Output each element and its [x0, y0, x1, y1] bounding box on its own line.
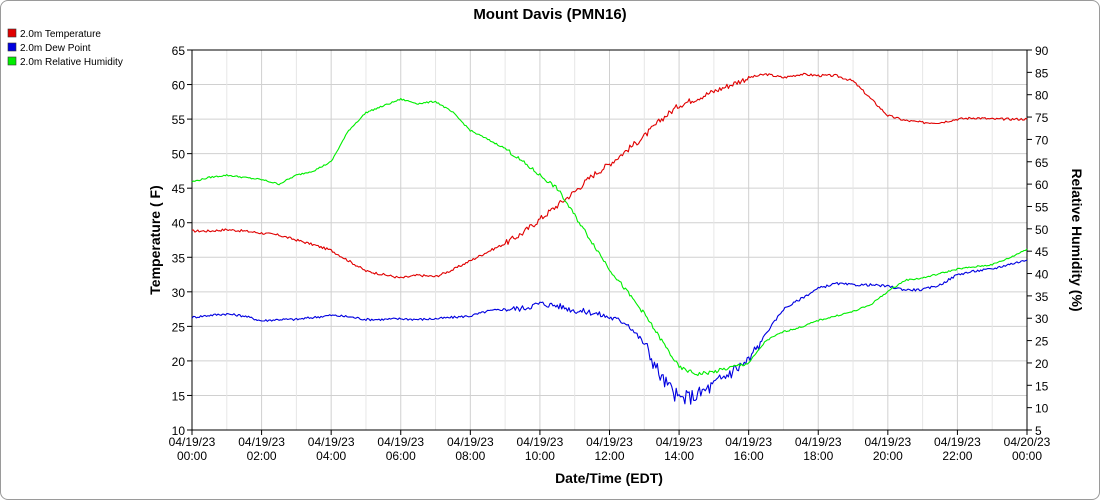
x-tick-date: 04/19/23	[238, 435, 285, 449]
x-tick-time: 10:00	[525, 449, 555, 463]
x-tick-date: 04/19/23	[517, 435, 564, 449]
x-tick-time: 22:00	[942, 449, 972, 463]
x-tick-date: 04/19/23	[377, 435, 424, 449]
right-tick-label: 90	[1035, 44, 1049, 58]
right-tick-label: 80	[1035, 89, 1049, 103]
x-tick-time: 14:00	[664, 449, 694, 463]
legend: 2.0m Temperature 2.0m Dew Point 2.0m Relat…	[7, 28, 123, 68]
right-tick-label: 55	[1035, 200, 1049, 214]
x-tick-time: 18:00	[803, 449, 833, 463]
right-tick-label: 40	[1035, 268, 1049, 282]
x-tick-time: 00:00	[1012, 449, 1042, 463]
right-tick-label: 75	[1035, 111, 1049, 125]
legend-swatch	[7, 56, 17, 66]
x-tick-date: 04/19/23	[934, 435, 981, 449]
x-tick-time: 06:00	[386, 449, 416, 463]
series-lines	[191, 72, 1028, 405]
legend-swatch	[7, 28, 17, 38]
left-tick-label: 40	[172, 217, 186, 231]
left-tick-label: 55	[172, 113, 186, 127]
right-tick-label: 70	[1035, 133, 1049, 147]
x-tick-date: 04/20/23	[1004, 435, 1051, 449]
x-tick-date: 04/19/23	[586, 435, 633, 449]
series-line-1	[191, 72, 1028, 279]
left-tick-label: 65	[172, 44, 186, 58]
right-tick-label: 85	[1035, 66, 1049, 80]
x-tick-time: 04:00	[316, 449, 346, 463]
left-tick-label: 15	[172, 389, 186, 403]
right-y-axis-ticks: 5 10 15 20 25 30 35 40 45 50 55 60 65 70 75 80 85 90	[1027, 44, 1049, 438]
legend-swatch	[7, 42, 17, 52]
left-tick-label: 25	[172, 320, 186, 334]
right-tick-label: 60	[1035, 178, 1049, 192]
right-tick-label: 30	[1035, 312, 1049, 326]
chart-title: Mount Davis (PMN16)	[473, 6, 626, 23]
x-tick-time: 20:00	[873, 449, 903, 463]
right-tick-label: 50	[1035, 223, 1049, 237]
left-y-axis-ticks: 10 15 20 25 30 35 40 45 50 55 60 65	[172, 44, 192, 438]
right-y-axis-label: Relative Humidity (%)	[1069, 168, 1085, 311]
x-axis-ticks: 04/19/2300:0004/19/2302:0004/19/2304:000…	[169, 430, 1051, 463]
left-y-axis-label: Temperature ( F)	[147, 185, 163, 294]
left-tick-label: 60	[172, 79, 186, 93]
left-tick-label: 50	[172, 148, 186, 162]
left-tick-label: 10	[172, 424, 186, 438]
series-line-2	[191, 259, 1028, 405]
x-tick-time: 02:00	[247, 449, 277, 463]
left-tick-label: 35	[172, 251, 186, 265]
left-tick-label: 20	[172, 355, 186, 369]
right-tick-label: 15	[1035, 379, 1049, 393]
x-tick-time: 00:00	[177, 449, 207, 463]
x-tick-date: 04/19/23	[169, 435, 216, 449]
x-tick-date: 04/19/23	[725, 435, 772, 449]
x-tick-date: 04/19/23	[795, 435, 842, 449]
x-tick-time: 12:00	[594, 449, 624, 463]
grid	[191, 49, 1028, 431]
legend-entry: 2.0m Temperature	[20, 29, 101, 40]
legend-entry: 2.0m Dew Point	[20, 43, 91, 54]
x-tick-date: 04/19/23	[864, 435, 911, 449]
legend-entry: 2.0m Relative Humidity	[20, 57, 123, 68]
x-tick-date: 04/19/23	[308, 435, 355, 449]
right-tick-label: 20	[1035, 357, 1049, 371]
right-tick-label: 65	[1035, 156, 1049, 170]
right-tick-label: 35	[1035, 290, 1049, 304]
right-tick-label: 25	[1035, 335, 1049, 349]
left-tick-label: 45	[172, 182, 186, 196]
x-tick-date: 04/19/23	[656, 435, 703, 449]
right-tick-label: 10	[1035, 402, 1049, 416]
right-tick-label: 5	[1035, 424, 1042, 438]
right-tick-label: 45	[1035, 245, 1049, 259]
x-tick-time: 08:00	[455, 449, 485, 463]
left-tick-label: 30	[172, 286, 186, 300]
x-tick-date: 04/19/23	[447, 435, 494, 449]
x-tick-time: 16:00	[734, 449, 764, 463]
x-axis-label: Date/Time (EDT)	[555, 470, 663, 486]
series-line-3	[191, 97, 1028, 377]
